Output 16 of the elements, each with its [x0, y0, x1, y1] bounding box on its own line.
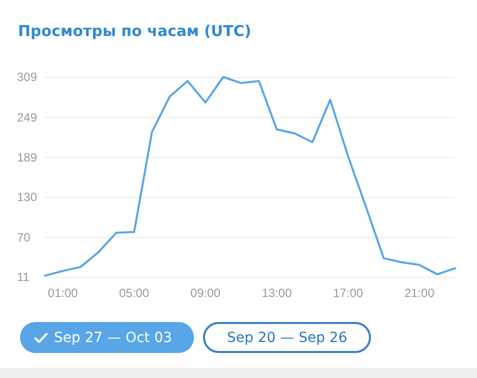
y-tick-label: 130 — [17, 190, 38, 204]
y-tick-label: 189 — [17, 150, 38, 165]
y-tick-label: 309 — [17, 70, 38, 84]
line-series — [44, 76, 456, 277]
x-tick-label: 05:00 — [119, 286, 150, 300]
x-tick-label: 13:00 — [262, 286, 292, 300]
y-tick-label: 249 — [17, 110, 38, 124]
y-tick-label: 11 — [17, 270, 30, 284]
chart-title: Просмотры по часам (UTC) — [18, 22, 252, 40]
x-tick-label: 09:00 — [190, 286, 221, 300]
y-tick-label: 70 — [17, 230, 31, 244]
text: Sep 27 — Oct 03 — [54, 330, 172, 346]
x-tick-label: 21:00 — [404, 286, 435, 300]
x-tick-label: 17:00 — [333, 286, 364, 300]
x-tick-label: 01:00 — [48, 286, 78, 300]
text: Sep 20 — Sep 26 — [203, 322, 372, 353]
